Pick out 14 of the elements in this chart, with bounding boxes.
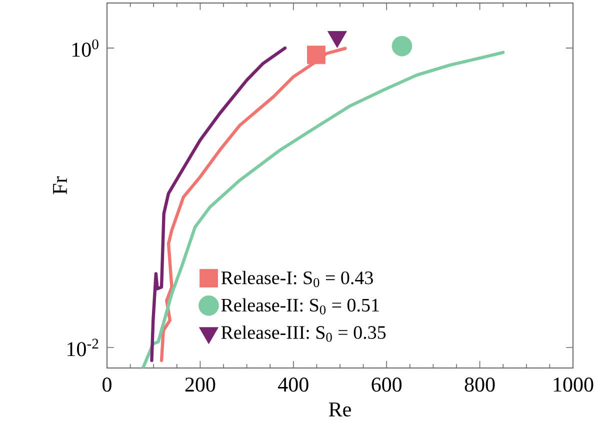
y-tick-label: 10$^{0}$	[72, 39, 98, 57]
x-tick-label: 800	[464, 378, 495, 392]
x-axis-title: Re	[328, 402, 351, 417]
legend-label: Release-I: S$_{0}$ = 0.43	[221, 270, 373, 288]
y-axis-title: Fr	[53, 176, 67, 194]
x-tick-label: 600	[372, 378, 402, 392]
line-series	[142, 50, 505, 368]
x-tick-label: 0	[102, 378, 112, 392]
legend-label: Release-III: S$_{0}$ = 0.35	[221, 326, 386, 342]
x-tick-label: 400	[278, 378, 308, 392]
x-tick-label: 1000	[554, 378, 594, 392]
x-tick-label: 200	[185, 378, 216, 392]
legend-label: Release-II: S$_{0}$ = 0.51	[221, 298, 379, 314]
y-tick-label: 10$^{-2}$	[68, 338, 98, 356]
